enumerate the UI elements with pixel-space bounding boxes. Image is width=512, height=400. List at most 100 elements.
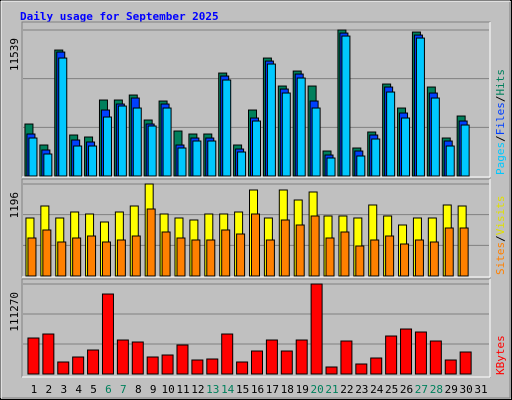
x-tick-label: 20 (310, 383, 323, 396)
chart-title: Daily usage for September 2025 (20, 10, 219, 23)
bar (414, 239, 424, 277)
bar (370, 357, 383, 375)
bar (43, 153, 53, 177)
bar (355, 245, 365, 277)
x-tick-label: 25 (385, 383, 398, 396)
legend-entry: Pages (494, 142, 507, 175)
bar (340, 340, 353, 375)
bar (42, 333, 55, 375)
x-tick-label: 28 (430, 383, 443, 396)
x-tick-label: 15 (236, 383, 249, 396)
bar (236, 233, 246, 277)
bar (58, 57, 68, 177)
x-tick-label: 4 (75, 383, 82, 396)
x-tick-label: 26 (400, 383, 413, 396)
bar (207, 140, 217, 177)
x-tick-label: 6 (105, 383, 112, 396)
bar (72, 356, 85, 375)
bar (459, 351, 472, 375)
y-tick-label: 1196 (8, 192, 21, 219)
x-tick-label: 21 (325, 383, 338, 396)
x-tick-label: 13 (206, 383, 219, 396)
bar (131, 235, 141, 277)
bar (266, 63, 276, 177)
bar (117, 105, 127, 177)
x-tick-label: 22 (340, 383, 353, 396)
bar (400, 243, 410, 277)
bar (414, 331, 427, 375)
bar (87, 235, 97, 277)
legend-entry: Visits (494, 196, 507, 236)
bar (131, 341, 144, 375)
bar (116, 239, 126, 277)
legend-separator: / (494, 96, 507, 103)
bar (370, 239, 380, 277)
bar (445, 145, 455, 177)
bar (340, 231, 350, 277)
bar (146, 356, 159, 375)
bar (132, 107, 142, 177)
bar (429, 340, 442, 375)
bar (251, 350, 263, 375)
bar (57, 361, 70, 375)
bar (28, 137, 38, 177)
bar (295, 224, 305, 277)
bar (116, 339, 129, 375)
bar (341, 35, 351, 177)
bar (385, 235, 395, 277)
legend-entry: KBytes (494, 335, 507, 375)
x-tick-label: 9 (150, 383, 157, 396)
x-tick-label: 12 (191, 383, 204, 396)
bar (221, 229, 231, 277)
bar (252, 120, 261, 177)
bar (162, 107, 172, 177)
x-tick-label: 14 (221, 383, 235, 396)
bar (325, 237, 335, 277)
x-tick-label: 27 (415, 383, 428, 396)
y-tick-label: 11539 (8, 38, 21, 71)
bar (444, 227, 454, 277)
bar (429, 241, 439, 277)
bar (102, 116, 112, 177)
legend-entry: Files (494, 102, 507, 135)
bar (101, 293, 114, 375)
x-tick-label: 1 (31, 383, 38, 396)
bar (206, 239, 216, 277)
bar (176, 237, 186, 277)
legend-separator: / (494, 135, 507, 142)
x-tick-label: 31 (474, 383, 487, 396)
bar (281, 92, 291, 177)
bar (265, 239, 275, 277)
bar (222, 79, 232, 177)
x-tick-label: 17 (266, 383, 279, 396)
bar (385, 335, 398, 375)
y-tick-label: 111270 (8, 292, 21, 332)
legend-entry: Sites (494, 242, 507, 275)
bar (326, 157, 336, 177)
legend: Pages/Files/Hits (494, 69, 507, 175)
bar (280, 350, 293, 375)
x-tick-label: 8 (135, 383, 142, 396)
bar (221, 333, 234, 375)
bar (296, 77, 306, 177)
bar (444, 359, 457, 375)
bar (311, 107, 321, 177)
x-tick-label: 5 (90, 383, 97, 396)
x-tick-label: 11 (176, 383, 189, 396)
bar (161, 231, 171, 277)
x-tick-label: 19 (296, 383, 309, 396)
x-tick-label: 24 (370, 383, 384, 396)
x-tick-label: 29 (445, 383, 458, 396)
bar (280, 219, 290, 277)
legend: Sites/Visits (494, 196, 507, 276)
bar (236, 361, 249, 375)
bar (27, 237, 37, 277)
x-tick-label: 18 (281, 383, 294, 396)
bar (42, 229, 52, 277)
bar (27, 337, 40, 375)
bar (57, 241, 67, 277)
bar (415, 37, 425, 177)
bar (251, 213, 260, 277)
